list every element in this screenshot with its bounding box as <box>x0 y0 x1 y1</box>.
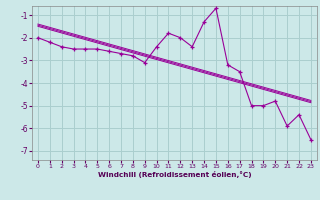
X-axis label: Windchill (Refroidissement éolien,°C): Windchill (Refroidissement éolien,°C) <box>98 171 251 178</box>
